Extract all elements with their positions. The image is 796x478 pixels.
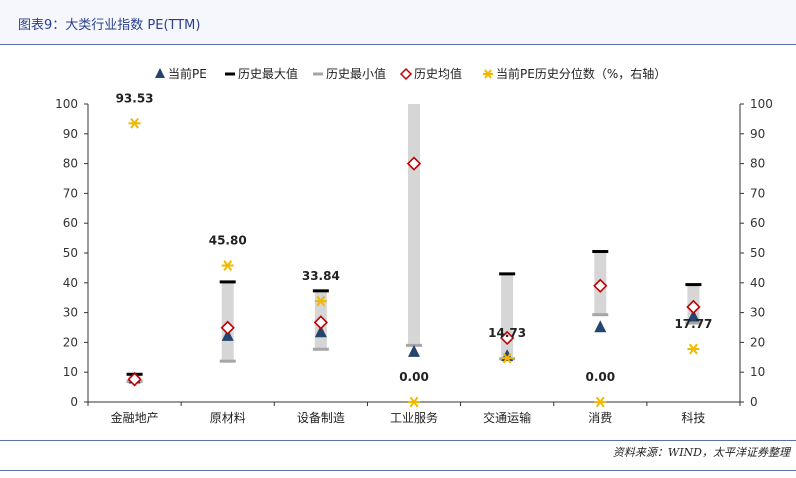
legend-min-icon (313, 72, 323, 76)
percentile-label: 17.77 (674, 317, 712, 331)
avg-diamond (127, 372, 142, 387)
right-tick-label: 60 (750, 216, 765, 230)
percentile-label: 33.84 (302, 269, 340, 283)
percentile-asterisk (594, 396, 607, 408)
chart-title: 图表9：大类行业指数 PE(TTM) (18, 18, 201, 33)
min-marker (685, 321, 702, 325)
percentile-label: 45.80 (209, 234, 247, 248)
avg-diamond (406, 156, 422, 171)
left-tick-label: 80 (63, 157, 78, 171)
max-marker (685, 283, 702, 287)
left-tick-label: 70 (63, 186, 78, 200)
legend-max-icon (225, 72, 235, 76)
legend-label: 历史最小值 (326, 66, 386, 81)
range-bar (408, 104, 420, 346)
legend-asterisk-icon (483, 69, 493, 79)
percentile-asterisk (314, 295, 327, 307)
right-tick-label: 30 (750, 306, 765, 320)
percentile-asterisk (687, 343, 700, 355)
source-note: 资料来源：WIND，太平洋证券整理 (612, 446, 790, 459)
percentile-label: 14.73 (488, 326, 526, 340)
right-tick-label: 90 (750, 127, 765, 141)
legend-label: 历史最大值 (238, 66, 298, 81)
current-pe-triangle (594, 320, 607, 333)
right-tick-label: 50 (750, 246, 765, 260)
avg-diamond (500, 330, 515, 346)
legend-triangle-icon (155, 68, 165, 78)
category-label: 科技 (681, 411, 705, 425)
percentile-label: 0.00 (585, 370, 615, 384)
legend: 当前PE 历史最大值 历史最小值 历史均值 当前PE历史分位数（%，右轴） (155, 66, 666, 81)
right-tick-label: 40 (750, 276, 765, 290)
max-marker (312, 289, 329, 293)
current-pe-triangle (687, 309, 700, 322)
percentile-asterisk (221, 260, 234, 271)
divider-line-bottom (0, 470, 796, 471)
percentile-asterisk (501, 352, 514, 364)
category-label: 原材料 (210, 411, 246, 425)
avg-diamond (686, 299, 701, 315)
min-marker (312, 347, 329, 351)
percentile-asterisk (128, 117, 141, 129)
max-marker (592, 250, 609, 254)
legend-diamond-icon (399, 67, 413, 81)
current-pe-triangle (314, 325, 327, 338)
max-marker (219, 280, 236, 284)
range-bar (501, 273, 514, 359)
title-bar: 图表9：大类行业指数 PE(TTM) (0, 0, 796, 45)
category-label: 工业服务 (390, 410, 438, 425)
divider-line (0, 440, 796, 441)
current-pe-triangle (408, 344, 420, 357)
avg-diamond (593, 278, 608, 293)
category-label: 设备制造 (297, 411, 345, 425)
min-marker (592, 313, 609, 317)
min-marker (219, 359, 236, 363)
right-tick-label: 80 (750, 157, 765, 171)
category-label: 消费 (588, 411, 612, 425)
left-tick-label: 40 (63, 276, 78, 290)
legend-label: 历史均值 (414, 66, 462, 81)
left-tick-label: 50 (63, 246, 78, 260)
category-label: 金融地产 (111, 410, 159, 425)
right-tick-label: 20 (750, 335, 765, 349)
right-tick-label: 100 (750, 97, 773, 111)
left-tick-label: 60 (63, 216, 78, 230)
percentile-asterisk (408, 396, 420, 408)
marks: 93.53 45.80 33.84 0.00 14.73 0.00 17.77 (116, 91, 712, 408)
right-tick-label: 10 (750, 365, 765, 379)
left-tick-label: 10 (63, 365, 78, 379)
percentile-label: 0.00 (399, 370, 429, 384)
category-label: 交通运输 (483, 410, 531, 425)
left-tick-label: 30 (63, 306, 78, 320)
left-tick-label: 20 (63, 335, 78, 349)
avg-diamond (220, 320, 235, 335)
right-tick-label: 70 (750, 186, 765, 200)
left-tick-label: 90 (63, 127, 78, 141)
axes: 0 10 20 30 40 50 60 70 80 90 100 0 10 20 30 40 50 60 70 80 9… (55, 97, 773, 425)
percentile-label: 93.53 (116, 91, 154, 105)
max-marker (499, 272, 516, 276)
left-tick-label: 100 (55, 97, 78, 111)
right-tick-label: 0 (750, 395, 758, 409)
left-tick-label: 0 (70, 395, 78, 409)
avg-diamond (313, 315, 328, 330)
legend-label: 当前PE历史分位数（%，右轴） (496, 66, 666, 81)
chart-svg: 当前PE 历史最大值 历史最小值 历史均值 当前PE历史分位数（%，右轴） 0 10 20 3… (55, 66, 773, 425)
legend-label: 当前PE (168, 66, 207, 81)
